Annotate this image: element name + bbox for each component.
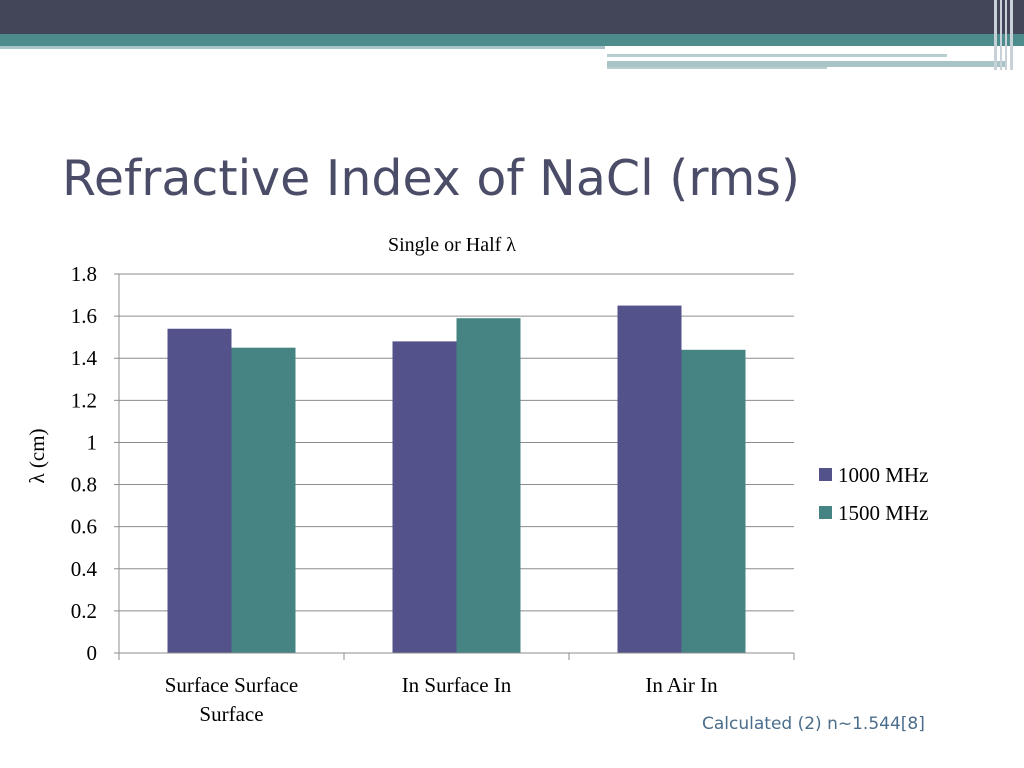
bar-1000-mhz (617, 305, 682, 653)
bar-1500-mhz (681, 349, 746, 653)
y-tick-label: 1 (87, 430, 98, 454)
legend-swatch (819, 506, 832, 519)
y-tick-label: 0.8 (71, 473, 97, 497)
y-tick-label: 0.6 (71, 515, 97, 539)
x-tick-label: In Surface In (402, 673, 512, 697)
y-tick-label: 1.8 (71, 262, 97, 286)
header-teal-band (0, 34, 1024, 46)
decorative-vertical-bar (994, 0, 997, 70)
decorative-line (607, 67, 827, 69)
y-tick-label: 1.4 (71, 346, 98, 370)
header-thin-line (0, 46, 605, 49)
decorative-line (607, 61, 1007, 67)
legend-label: 1500 MHz (838, 501, 928, 525)
slide-title: Refractive Index of NaCl (rms) (62, 150, 801, 207)
y-axis-label: λ (cm) (25, 428, 49, 483)
bar-1000-mhz (167, 328, 232, 653)
y-tick-label: 1.6 (71, 304, 97, 328)
x-tick-label: Surface (199, 702, 263, 726)
bar-1500-mhz (456, 318, 521, 653)
y-tick-label: 1.2 (71, 388, 97, 412)
footnote: Calculated (2) n~1.544[8] (702, 714, 925, 734)
decorative-vertical-bar (1010, 0, 1013, 70)
legend-swatch (819, 468, 832, 481)
decorative-line (607, 54, 947, 57)
decorative-vertical-bar (1005, 0, 1007, 70)
header-dark-band (0, 0, 1024, 34)
bar-1000-mhz (392, 341, 457, 653)
x-tick-label: In Air In (645, 673, 718, 697)
y-tick-label: 0.4 (71, 557, 98, 581)
y-tick-label: 0 (87, 641, 98, 665)
x-tick-label: Surface Surface (165, 673, 299, 697)
bar-1500-mhz (231, 347, 296, 653)
chart-title: Single or Half λ (388, 234, 516, 256)
decorative-vertical-bar (1000, 0, 1002, 70)
y-tick-label: 0.2 (71, 599, 97, 623)
legend-label: 1000 MHz (838, 463, 928, 487)
